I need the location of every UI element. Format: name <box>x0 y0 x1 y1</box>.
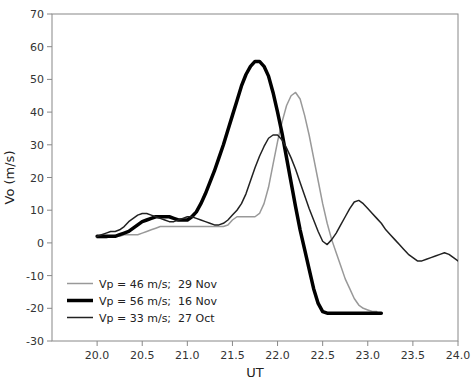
y-tick-label: 20 <box>30 172 44 185</box>
x-tick <box>367 341 368 346</box>
y-tick-label: 70 <box>30 8 44 21</box>
x-tick <box>232 341 233 346</box>
x-tick <box>458 341 459 346</box>
series-line <box>97 135 458 261</box>
y-tick-label: 30 <box>30 139 44 152</box>
x-tick-label: 23.0 <box>356 349 381 362</box>
y-tick-label: -30 <box>26 335 44 348</box>
x-tick-label: 23.5 <box>401 349 426 362</box>
legend-entry: Vp = 46 m/s; 29 Nov <box>99 278 218 291</box>
x-tick-label: 21.5 <box>220 349 245 362</box>
y-tick-label: 0 <box>37 237 44 250</box>
x-tick-label: 24.0 <box>446 349 471 362</box>
x-tick <box>412 341 413 346</box>
chart: 20.0 20.5 21.0 21.5 22.0 22.5 23.0 23.5 24.0 -30 -… <box>0 0 474 387</box>
x-tick-label: 21.0 <box>175 349 200 362</box>
y-tick-label: 40 <box>30 106 44 119</box>
plot-frame <box>52 14 458 341</box>
y-tick <box>47 210 52 211</box>
y-tick <box>47 112 52 113</box>
x-axis-label: UT <box>246 365 264 380</box>
y-tick-label: -10 <box>26 270 44 283</box>
y-tick-label: 60 <box>30 41 44 54</box>
y-tick-label: 50 <box>30 73 44 86</box>
x-tick <box>277 341 278 346</box>
y-tick <box>47 14 52 15</box>
y-axis-label: Vo (m/s) <box>2 151 17 205</box>
series-line <box>97 92 377 311</box>
legend-entry: Vp = 56 m/s; 16 Nov <box>99 295 218 308</box>
y-tick <box>47 242 52 243</box>
legend-entry: Vp = 33 m/s; 27 Oct <box>99 312 215 325</box>
y-tick <box>47 46 52 47</box>
legend: Vp = 46 m/s; 29 Nov Vp = 56 m/s; 16 Nov Vp… <box>60 268 224 333</box>
x-tick-label: 22.5 <box>310 349 335 362</box>
y-tick <box>47 144 52 145</box>
y-tick <box>47 341 52 342</box>
x-tick-label: 22.0 <box>265 349 290 362</box>
x-tick-label: 20.5 <box>130 349 155 362</box>
x-tick <box>187 341 188 346</box>
y-tick <box>47 177 52 178</box>
y-tick <box>47 308 52 309</box>
x-tick-label: 20.0 <box>85 349 110 362</box>
legend-swatch <box>67 283 93 285</box>
legend-background <box>60 268 224 333</box>
x-tick <box>142 341 143 346</box>
y-tick-label: 10 <box>30 204 44 217</box>
y-tick <box>47 79 52 80</box>
x-tick <box>97 341 98 346</box>
x-tick <box>322 341 323 346</box>
legend-swatch <box>67 317 93 319</box>
legend-swatch <box>67 299 93 303</box>
y-tick <box>47 275 52 276</box>
y-tick-label: -20 <box>26 302 44 315</box>
